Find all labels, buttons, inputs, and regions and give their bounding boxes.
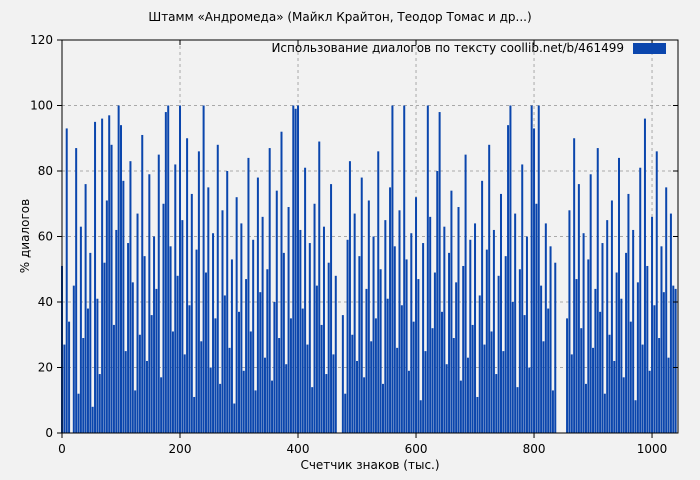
svg-text:0: 0 xyxy=(45,426,53,440)
legend: Использование диалогов по тексту coollib… xyxy=(271,41,666,55)
svg-text:200: 200 xyxy=(169,442,192,456)
svg-text:100: 100 xyxy=(30,99,53,113)
legend-swatch xyxy=(633,42,666,54)
svg-text:60: 60 xyxy=(38,230,53,244)
svg-text:800: 800 xyxy=(523,442,546,456)
svg-text:1000: 1000 xyxy=(637,442,668,456)
svg-text:20: 20 xyxy=(38,361,53,375)
svg-text:120: 120 xyxy=(30,33,53,47)
y-axis-label: % диалогов xyxy=(18,198,32,274)
svg-text:40: 40 xyxy=(38,295,53,309)
legend-label: Использование диалогов по тексту coollib… xyxy=(271,41,624,55)
svg-text:400: 400 xyxy=(287,442,310,456)
svg-text:0: 0 xyxy=(58,442,66,456)
chart-title: Штамм «Андромеда» (Майкл Крайтон, Теодор… xyxy=(148,10,532,24)
svg-text:80: 80 xyxy=(38,164,53,178)
x-axis-label: Счетчик знаков (тыс.) xyxy=(300,458,440,472)
svg-text:600: 600 xyxy=(405,442,428,456)
